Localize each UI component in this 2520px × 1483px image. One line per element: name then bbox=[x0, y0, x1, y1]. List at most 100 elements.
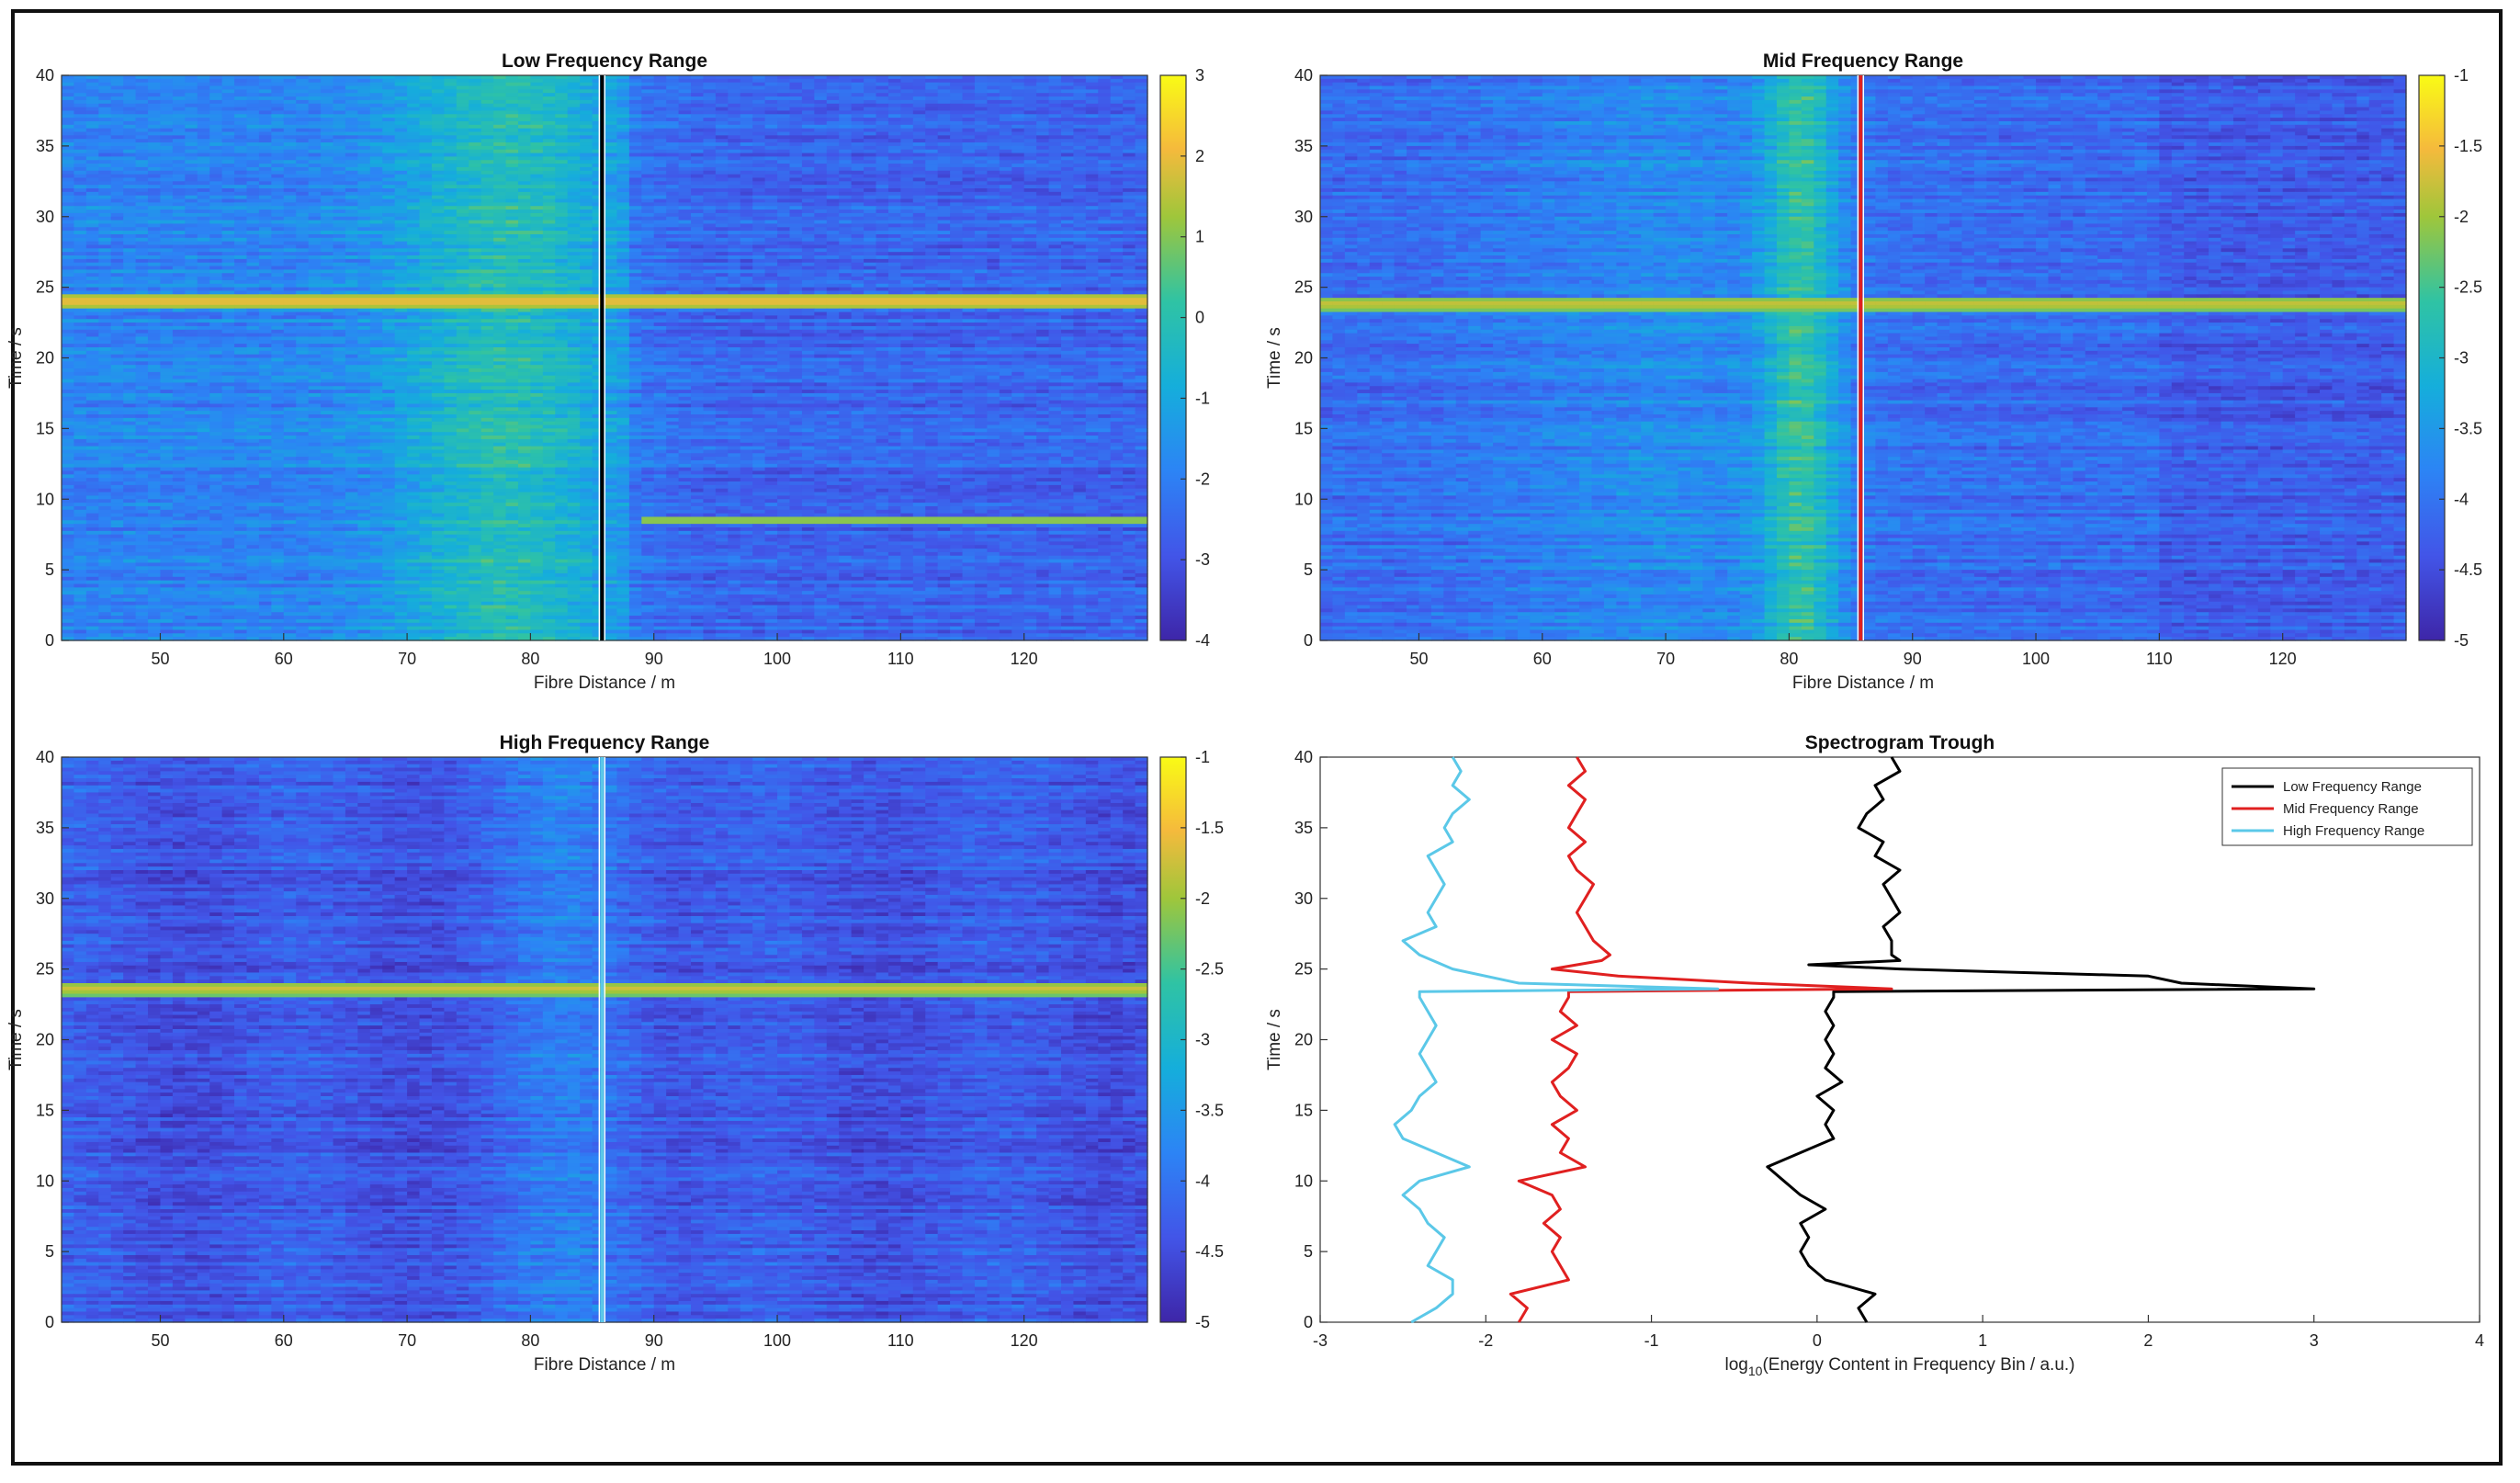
legend: Low Frequency Range Mid Frequency Range Hi… bbox=[2222, 768, 2472, 845]
colorbar bbox=[1160, 75, 1186, 640]
chart-title: Low Frequency Range bbox=[502, 51, 707, 72]
x-tick-label: 100 bbox=[763, 650, 791, 668]
y-tick-label: 0 bbox=[45, 631, 54, 650]
colorbar-tick-label: -4 bbox=[1195, 1172, 1210, 1190]
y-tick-label: 40 bbox=[36, 66, 54, 85]
y-tick-label: 15 bbox=[1294, 419, 1313, 437]
legend-entry: High Frequency Range bbox=[2283, 823, 2424, 839]
x-tick-label: 60 bbox=[275, 1331, 293, 1350]
y-tick-label: 30 bbox=[36, 889, 54, 908]
y-tick-label: 5 bbox=[1304, 560, 1313, 579]
colorbar-tick-label: -4 bbox=[2454, 490, 2469, 508]
y-tick-label: 0 bbox=[45, 1313, 54, 1331]
colorbar-tick-label: -1.5 bbox=[2454, 137, 2482, 155]
y-tick-label: 5 bbox=[45, 1242, 54, 1261]
legend-entry: Low Frequency Range bbox=[2283, 779, 2422, 795]
x-tick-label: -2 bbox=[1478, 1331, 1493, 1350]
chart-title: Mid Frequency Range bbox=[1763, 51, 1963, 72]
y-tick-label: 5 bbox=[1304, 1242, 1313, 1261]
x-tick-label: 0 bbox=[1813, 1331, 1822, 1350]
y-tick-label: 15 bbox=[36, 1101, 54, 1119]
y-tick-label: 40 bbox=[1294, 66, 1313, 85]
x-axis-label: Fibre Distance / m bbox=[534, 674, 675, 693]
colorbar-tick-label: -1 bbox=[1195, 389, 1210, 407]
y-tick-label: 40 bbox=[1294, 748, 1313, 766]
x-tick-label: 70 bbox=[398, 1331, 416, 1350]
colorbar-tick-label: -2 bbox=[2454, 208, 2469, 226]
x-tick-label: 60 bbox=[1533, 650, 1552, 668]
x-tick-label: -1 bbox=[1644, 1331, 1659, 1350]
x-tick-label: 110 bbox=[887, 1331, 914, 1350]
y-tick-label: 10 bbox=[1294, 490, 1313, 508]
x-tick-label: 50 bbox=[1409, 650, 1428, 668]
x-tick-label: 120 bbox=[1011, 1331, 1038, 1350]
heatmap-high: 50 60 70 80 90 100 110 1200510152025303540High … bbox=[6, 732, 1224, 1375]
x-tick-label: 100 bbox=[763, 1331, 791, 1350]
y-tick-label: 35 bbox=[1294, 137, 1313, 155]
y-tick-label: 20 bbox=[36, 1031, 54, 1049]
colorbar-tick-label: -4.5 bbox=[2454, 560, 2482, 579]
y-tick-label: 25 bbox=[1294, 960, 1313, 979]
colorbar-tick-label: 2 bbox=[1195, 147, 1204, 165]
colorbar-tick-label: -2.5 bbox=[2454, 278, 2482, 297]
y-tick-label: 5 bbox=[45, 560, 54, 579]
colorbar-tick-label: -1 bbox=[2454, 66, 2469, 85]
colorbar-tick-label: 0 bbox=[1195, 309, 1204, 327]
y-tick-label: 30 bbox=[1294, 889, 1313, 908]
x-tick-label: 110 bbox=[887, 650, 914, 668]
x-tick-label: 50 bbox=[151, 650, 169, 668]
y-tick-label: 20 bbox=[1294, 1031, 1313, 1049]
colorbar-tick-label: -3.5 bbox=[2454, 419, 2482, 437]
x-tick-label: 80 bbox=[1780, 650, 1798, 668]
y-tick-label: 30 bbox=[1294, 208, 1313, 226]
colorbar-tick-label: 3 bbox=[1195, 66, 1204, 85]
x-tick-label: 4 bbox=[2475, 1331, 2484, 1350]
x-tick-label: 2 bbox=[2143, 1331, 2153, 1350]
colorbar-tick-label: -3 bbox=[1195, 550, 1210, 569]
x-tick-label: 80 bbox=[521, 650, 539, 668]
x-tick-label: 60 bbox=[275, 650, 293, 668]
colorbar-tick-label: -5 bbox=[2454, 631, 2469, 650]
colorbar-tick-label: -1 bbox=[1195, 748, 1210, 766]
x-axis-label: log10(Energy Content in Frequency Bin / … bbox=[1725, 1355, 2075, 1378]
colorbar-tick-label: -3 bbox=[2454, 349, 2469, 368]
colorbar-tick-label: -2 bbox=[1195, 889, 1210, 908]
legend-entry: Mid Frequency Range bbox=[2283, 801, 2419, 817]
x-tick-label: 110 bbox=[2146, 650, 2173, 668]
y-tick-label: 15 bbox=[36, 419, 54, 437]
x-tick-label: 90 bbox=[645, 650, 663, 668]
x-tick-label: 1 bbox=[1978, 1331, 1987, 1350]
y-tick-label: 30 bbox=[36, 208, 54, 226]
chart-title: Spectrogram Trough bbox=[1805, 732, 1995, 753]
x-tick-label: 50 bbox=[151, 1331, 169, 1350]
x-tick-label: 100 bbox=[2022, 650, 2050, 668]
y-axis-label: Time / s bbox=[1265, 1009, 1284, 1070]
y-tick-label: 25 bbox=[36, 960, 54, 979]
y-tick-label: 40 bbox=[36, 748, 54, 766]
y-tick-label: 10 bbox=[1294, 1172, 1313, 1190]
y-tick-label: 10 bbox=[36, 1172, 54, 1190]
x-tick-label: 70 bbox=[1656, 650, 1675, 668]
colorbar-tick-label: -1.5 bbox=[1195, 819, 1224, 837]
y-axis-label: Time / s bbox=[6, 327, 26, 389]
x-tick-label: 70 bbox=[398, 650, 416, 668]
x-tick-label: 120 bbox=[1011, 650, 1038, 668]
y-tick-label: 0 bbox=[1304, 631, 1313, 650]
y-tick-label: 15 bbox=[1294, 1101, 1313, 1119]
y-tick-label: 20 bbox=[1294, 349, 1313, 368]
y-tick-label: 25 bbox=[1294, 278, 1313, 297]
y-tick-label: 10 bbox=[36, 490, 54, 508]
x-axis-label: Fibre Distance / m bbox=[534, 1355, 675, 1375]
chart-title: High Frequency Range bbox=[500, 732, 710, 753]
y-tick-label: 20 bbox=[36, 349, 54, 368]
y-tick-label: 35 bbox=[36, 137, 54, 155]
colorbar-tick-label: -2 bbox=[1195, 470, 1210, 488]
colorbar-tick-label: 1 bbox=[1195, 228, 1204, 246]
y-axis-label: Time / s bbox=[6, 1009, 26, 1070]
x-axis-label: Fibre Distance / m bbox=[1792, 674, 1934, 693]
colorbar-tick-label: -3.5 bbox=[1195, 1101, 1224, 1119]
